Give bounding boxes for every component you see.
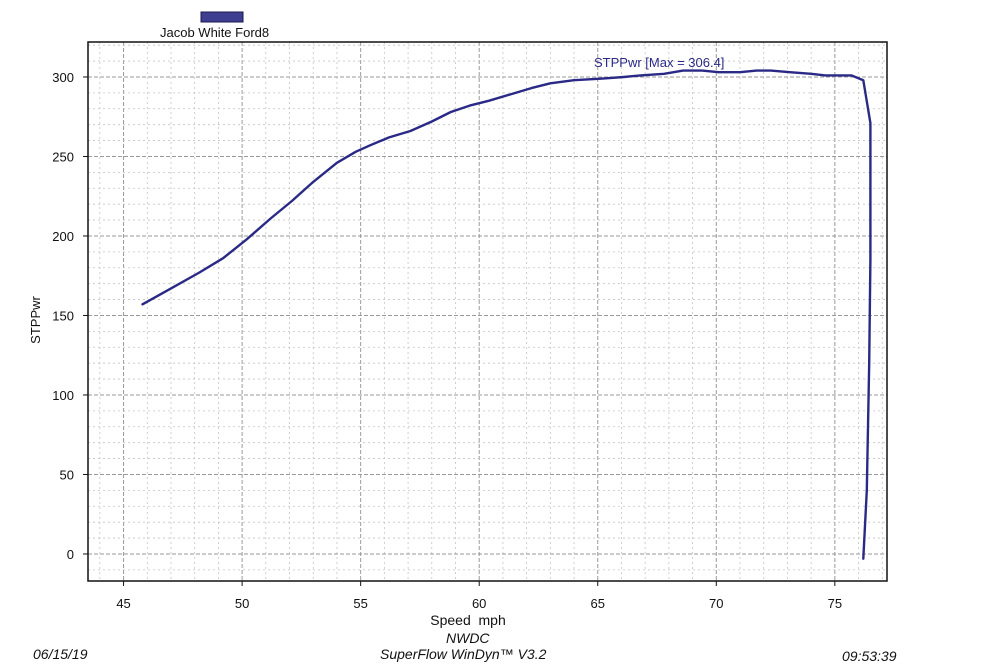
y-tick-label: 150 bbox=[52, 308, 74, 323]
y-tick-label: 50 bbox=[60, 467, 74, 482]
y-tick-label: 0 bbox=[67, 547, 74, 562]
x-tick-label: 55 bbox=[353, 596, 367, 611]
y-tick-label: 200 bbox=[52, 229, 74, 244]
footer-date: 06/15/19 bbox=[33, 646, 88, 662]
y-tick-label: 250 bbox=[52, 149, 74, 164]
legend-label: Jacob White Ford8 bbox=[160, 25, 269, 40]
series-line-stppwr bbox=[141, 69, 872, 560]
y-tick-label: 300 bbox=[52, 70, 74, 85]
max-annotation: STPPwr [Max = 306.4] bbox=[594, 55, 724, 70]
legend-swatch bbox=[200, 11, 244, 23]
x-axis-label: Speed mph bbox=[430, 612, 506, 628]
x-tick-label: 65 bbox=[591, 596, 605, 611]
x-tick-label: 50 bbox=[235, 596, 249, 611]
x-tick-label: 70 bbox=[709, 596, 723, 611]
footer-software: SuperFlow WinDyn™ V3.2 bbox=[380, 646, 547, 662]
grid bbox=[88, 42, 887, 581]
y-tick-label: 100 bbox=[52, 388, 74, 403]
plot-frame bbox=[87, 41, 888, 582]
x-tick-label: 75 bbox=[828, 596, 842, 611]
x-ticks: 45 50 55 60 65 70 75 bbox=[116, 581, 842, 611]
y-axis-label: STPPwr bbox=[28, 295, 43, 343]
x-tick-label: 45 bbox=[116, 596, 130, 611]
y-ticks: 0 50 100 150 200 250 300 bbox=[52, 70, 88, 562]
footer-time: 09:53:39 bbox=[842, 648, 897, 664]
x-tick-label: 60 bbox=[472, 596, 486, 611]
footer-org: NWDC bbox=[446, 630, 490, 646]
